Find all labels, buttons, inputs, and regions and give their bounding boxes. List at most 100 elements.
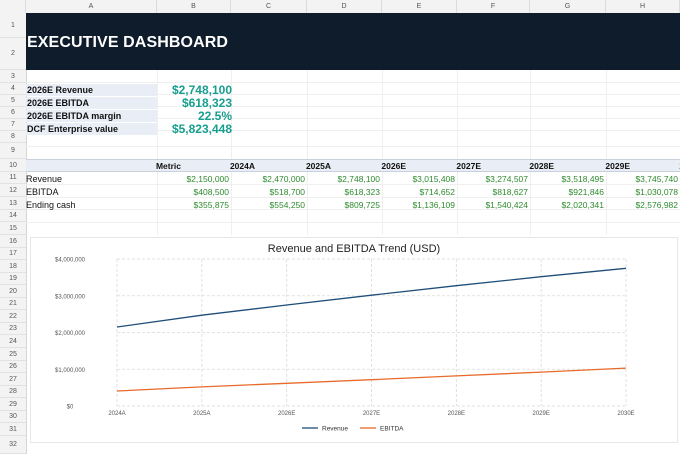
kpi-value-ebitda[interactable]: $618,323: [181, 96, 232, 110]
header-metric[interactable]: Metric: [155, 161, 181, 171]
dashboard-title: EXECUTIVE DASHBOARD: [27, 34, 229, 51]
row-header-4[interactable]: 4: [0, 83, 26, 95]
row-header-11[interactable]: 11: [0, 172, 26, 184]
row-header-27[interactable]: 27: [0, 373, 26, 386]
row-header-21[interactable]: 21: [0, 298, 26, 310]
grid-line: [26, 130, 680, 131]
table-cell[interactable]: $818,627: [492, 187, 528, 197]
row-label-revenue[interactable]: Revenue: [26, 174, 63, 184]
trend-chart[interactable]: Revenue and EBITDA Trend (USD) $0 $1,000,0…: [30, 237, 678, 443]
column-header-a[interactable]: A: [26, 0, 157, 13]
row-header-1[interactable]: 1: [0, 13, 26, 38]
row-header-12[interactable]: 12: [0, 184, 26, 197]
kpi-label-margin[interactable]: 2026E EBITDA margin: [26, 110, 157, 122]
row-label-ending-cash[interactable]: Ending cash: [26, 200, 76, 210]
header-year[interactable]: 2030E: [632, 160, 680, 172]
row-header-22[interactable]: 22: [0, 310, 26, 323]
table-cell[interactable]: $518,700: [269, 187, 305, 197]
grid-line: [26, 197, 680, 198]
row-header-14[interactable]: 14: [0, 210, 26, 222]
table-cell[interactable]: $714,652: [419, 187, 455, 197]
grid-line: [530, 70, 531, 235]
select-all-corner[interactable]: [0, 0, 26, 13]
x-tick-label: 2028E: [448, 411, 465, 417]
row-header-23[interactable]: 23: [0, 323, 26, 335]
row-header-28[interactable]: 28: [0, 386, 26, 398]
table-cell[interactable]: $1,030,078: [635, 187, 678, 197]
table-cell[interactable]: $3,745,740: [635, 174, 678, 184]
grid-line: [307, 70, 308, 235]
row-header-9[interactable]: 9: [0, 143, 26, 159]
grid-line: [457, 70, 458, 235]
table-cell[interactable]: $2,748,100: [337, 174, 380, 184]
column-header-h[interactable]: H: [606, 0, 680, 13]
header-year[interactable]: 2028E: [529, 161, 554, 171]
row-header-20[interactable]: 20: [0, 285, 26, 298]
row-label-ebitda[interactable]: EBITDA: [26, 187, 59, 197]
metrics-table-header: Metric 2024A 2025A 2026E 2027E 2028E 202…: [26, 159, 680, 172]
header-year[interactable]: 2026E: [381, 161, 406, 171]
table-cell[interactable]: $618,323: [344, 187, 380, 197]
column-header-d[interactable]: D: [307, 0, 382, 13]
row-header-7[interactable]: 7: [0, 119, 26, 131]
header-year[interactable]: 2027E: [456, 161, 481, 171]
table-cell[interactable]: $3,518,495: [561, 174, 604, 184]
header-year[interactable]: 2025A: [305, 161, 331, 171]
header-year[interactable]: 2024A: [229, 161, 255, 171]
row-header-24[interactable]: 24: [0, 335, 26, 348]
kpi-value-revenue[interactable]: $2,748,100: [171, 83, 232, 97]
row-header-2[interactable]: 2: [0, 38, 26, 70]
column-header-f[interactable]: F: [457, 0, 530, 13]
table-cell[interactable]: $2,020,341: [561, 200, 604, 210]
row-header-8[interactable]: 8: [0, 131, 26, 143]
table-cell[interactable]: $2,576,982: [635, 200, 678, 210]
grid-line: [26, 106, 680, 107]
row-header-25[interactable]: 25: [0, 348, 26, 361]
kpi-value-dcf[interactable]: $5,823,448: [171, 122, 232, 136]
legend-label-revenue: Revenue: [322, 426, 348, 433]
table-cell[interactable]: $554,250: [269, 200, 305, 210]
row-header-5[interactable]: 5: [0, 95, 26, 107]
row-header-16[interactable]: 16: [0, 235, 26, 248]
x-tick-label: 2024A: [108, 411, 125, 417]
table-cell[interactable]: $3,274,507: [485, 174, 528, 184]
row-header-32[interactable]: 32: [0, 436, 26, 454]
kpi-label-ebitda[interactable]: 2026E EBITDA: [26, 97, 157, 109]
header-year[interactable]: 2029E: [605, 161, 630, 171]
column-header-b[interactable]: B: [157, 0, 231, 13]
y-tick-label: $2,000,000: [55, 331, 86, 337]
kpi-value-margin[interactable]: 22.5%: [197, 109, 232, 123]
row-header-3[interactable]: 3: [0, 70, 26, 83]
row-header-31[interactable]: 31: [0, 423, 26, 436]
column-header-g[interactable]: G: [530, 0, 606, 13]
column-header-e[interactable]: E: [382, 0, 457, 13]
grid-line: [26, 209, 680, 210]
row-header-15[interactable]: 15: [0, 222, 26, 235]
table-cell[interactable]: $1,136,109: [412, 200, 455, 210]
dashboard-banner[interactable]: EXECUTIVE DASHBOARD: [26, 13, 680, 70]
row-header-6[interactable]: 6: [0, 107, 26, 119]
table-cell[interactable]: $809,725: [344, 200, 380, 210]
table-cell[interactable]: $408,500: [193, 187, 229, 197]
row-header-19[interactable]: 19: [0, 273, 26, 285]
kpi-label-revenue[interactable]: 2026E Revenue: [26, 84, 157, 96]
table-cell[interactable]: $3,015,408: [412, 174, 455, 184]
x-tick-label: 2025A: [193, 411, 210, 417]
row-header-10[interactable]: 10: [0, 159, 26, 172]
row-header-26[interactable]: 26: [0, 361, 26, 373]
table-cell[interactable]: $1,540,424: [485, 200, 528, 210]
grid-line: [382, 70, 383, 235]
row-header-18[interactable]: 18: [0, 260, 26, 273]
row-header-30[interactable]: 30: [0, 411, 26, 423]
kpi-label-dcf[interactable]: DCF Enterprise value: [26, 123, 157, 135]
table-cell[interactable]: $355,875: [193, 200, 229, 210]
table-cell[interactable]: $2,470,000: [262, 174, 305, 184]
column-header-c[interactable]: C: [231, 0, 307, 13]
row-header-13[interactable]: 13: [0, 197, 26, 210]
series-line-ebitda: [116, 367, 627, 392]
row-header-17[interactable]: 17: [0, 248, 26, 260]
table-cell[interactable]: $921,846: [568, 187, 604, 197]
table-cell[interactable]: $2,150,000: [186, 174, 229, 184]
y-tick-label: $3,000,000: [55, 294, 86, 300]
row-header-29[interactable]: 29: [0, 398, 26, 411]
